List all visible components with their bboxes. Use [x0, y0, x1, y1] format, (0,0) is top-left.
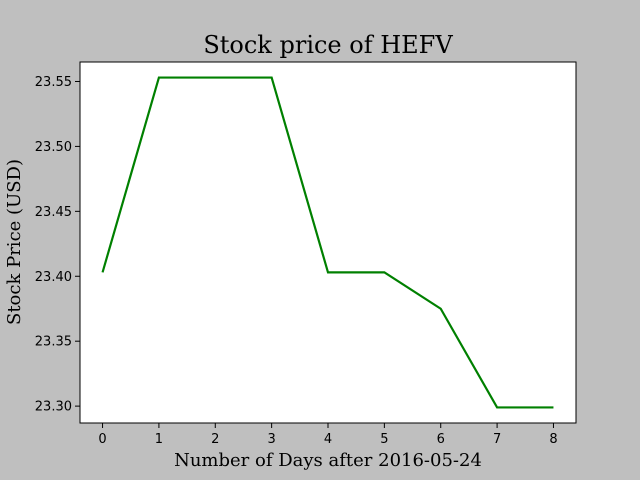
y-tick-label: 23.40	[35, 270, 72, 285]
x-axis-label: Number of Days after 2016-05-24	[174, 450, 482, 471]
plot-area	[80, 62, 576, 423]
x-tick-label: 4	[324, 432, 332, 447]
x-tick-label: 5	[380, 432, 388, 447]
x-tick-label: 6	[437, 432, 445, 447]
y-tick-label: 23.45	[35, 205, 72, 220]
y-tick-label: 23.55	[35, 75, 72, 90]
x-tick-label: 2	[211, 432, 219, 447]
y-tick-label: 23.35	[35, 335, 72, 350]
chart-title: Stock price of HEFV	[203, 31, 453, 59]
y-tick-label: 23.30	[35, 400, 72, 415]
x-tick-label: 7	[493, 432, 501, 447]
y-axis-label: Stock Price (USD)	[4, 159, 25, 325]
x-tick-label: 0	[98, 432, 106, 447]
x-tick-label: 8	[549, 432, 557, 447]
x-tick-label: 1	[155, 432, 163, 447]
x-axis: 0 1 2 3 4 5 6 7 8	[98, 423, 558, 447]
x-tick-label: 3	[267, 432, 275, 447]
series-layer	[101, 76, 554, 409]
plot-frame	[79, 61, 577, 424]
series-line	[101, 76, 554, 409]
y-tick-label: 23.50	[35, 140, 72, 155]
y-axis: 23.30 23.35 23.40 23.45 23.50 23.55	[35, 75, 80, 415]
